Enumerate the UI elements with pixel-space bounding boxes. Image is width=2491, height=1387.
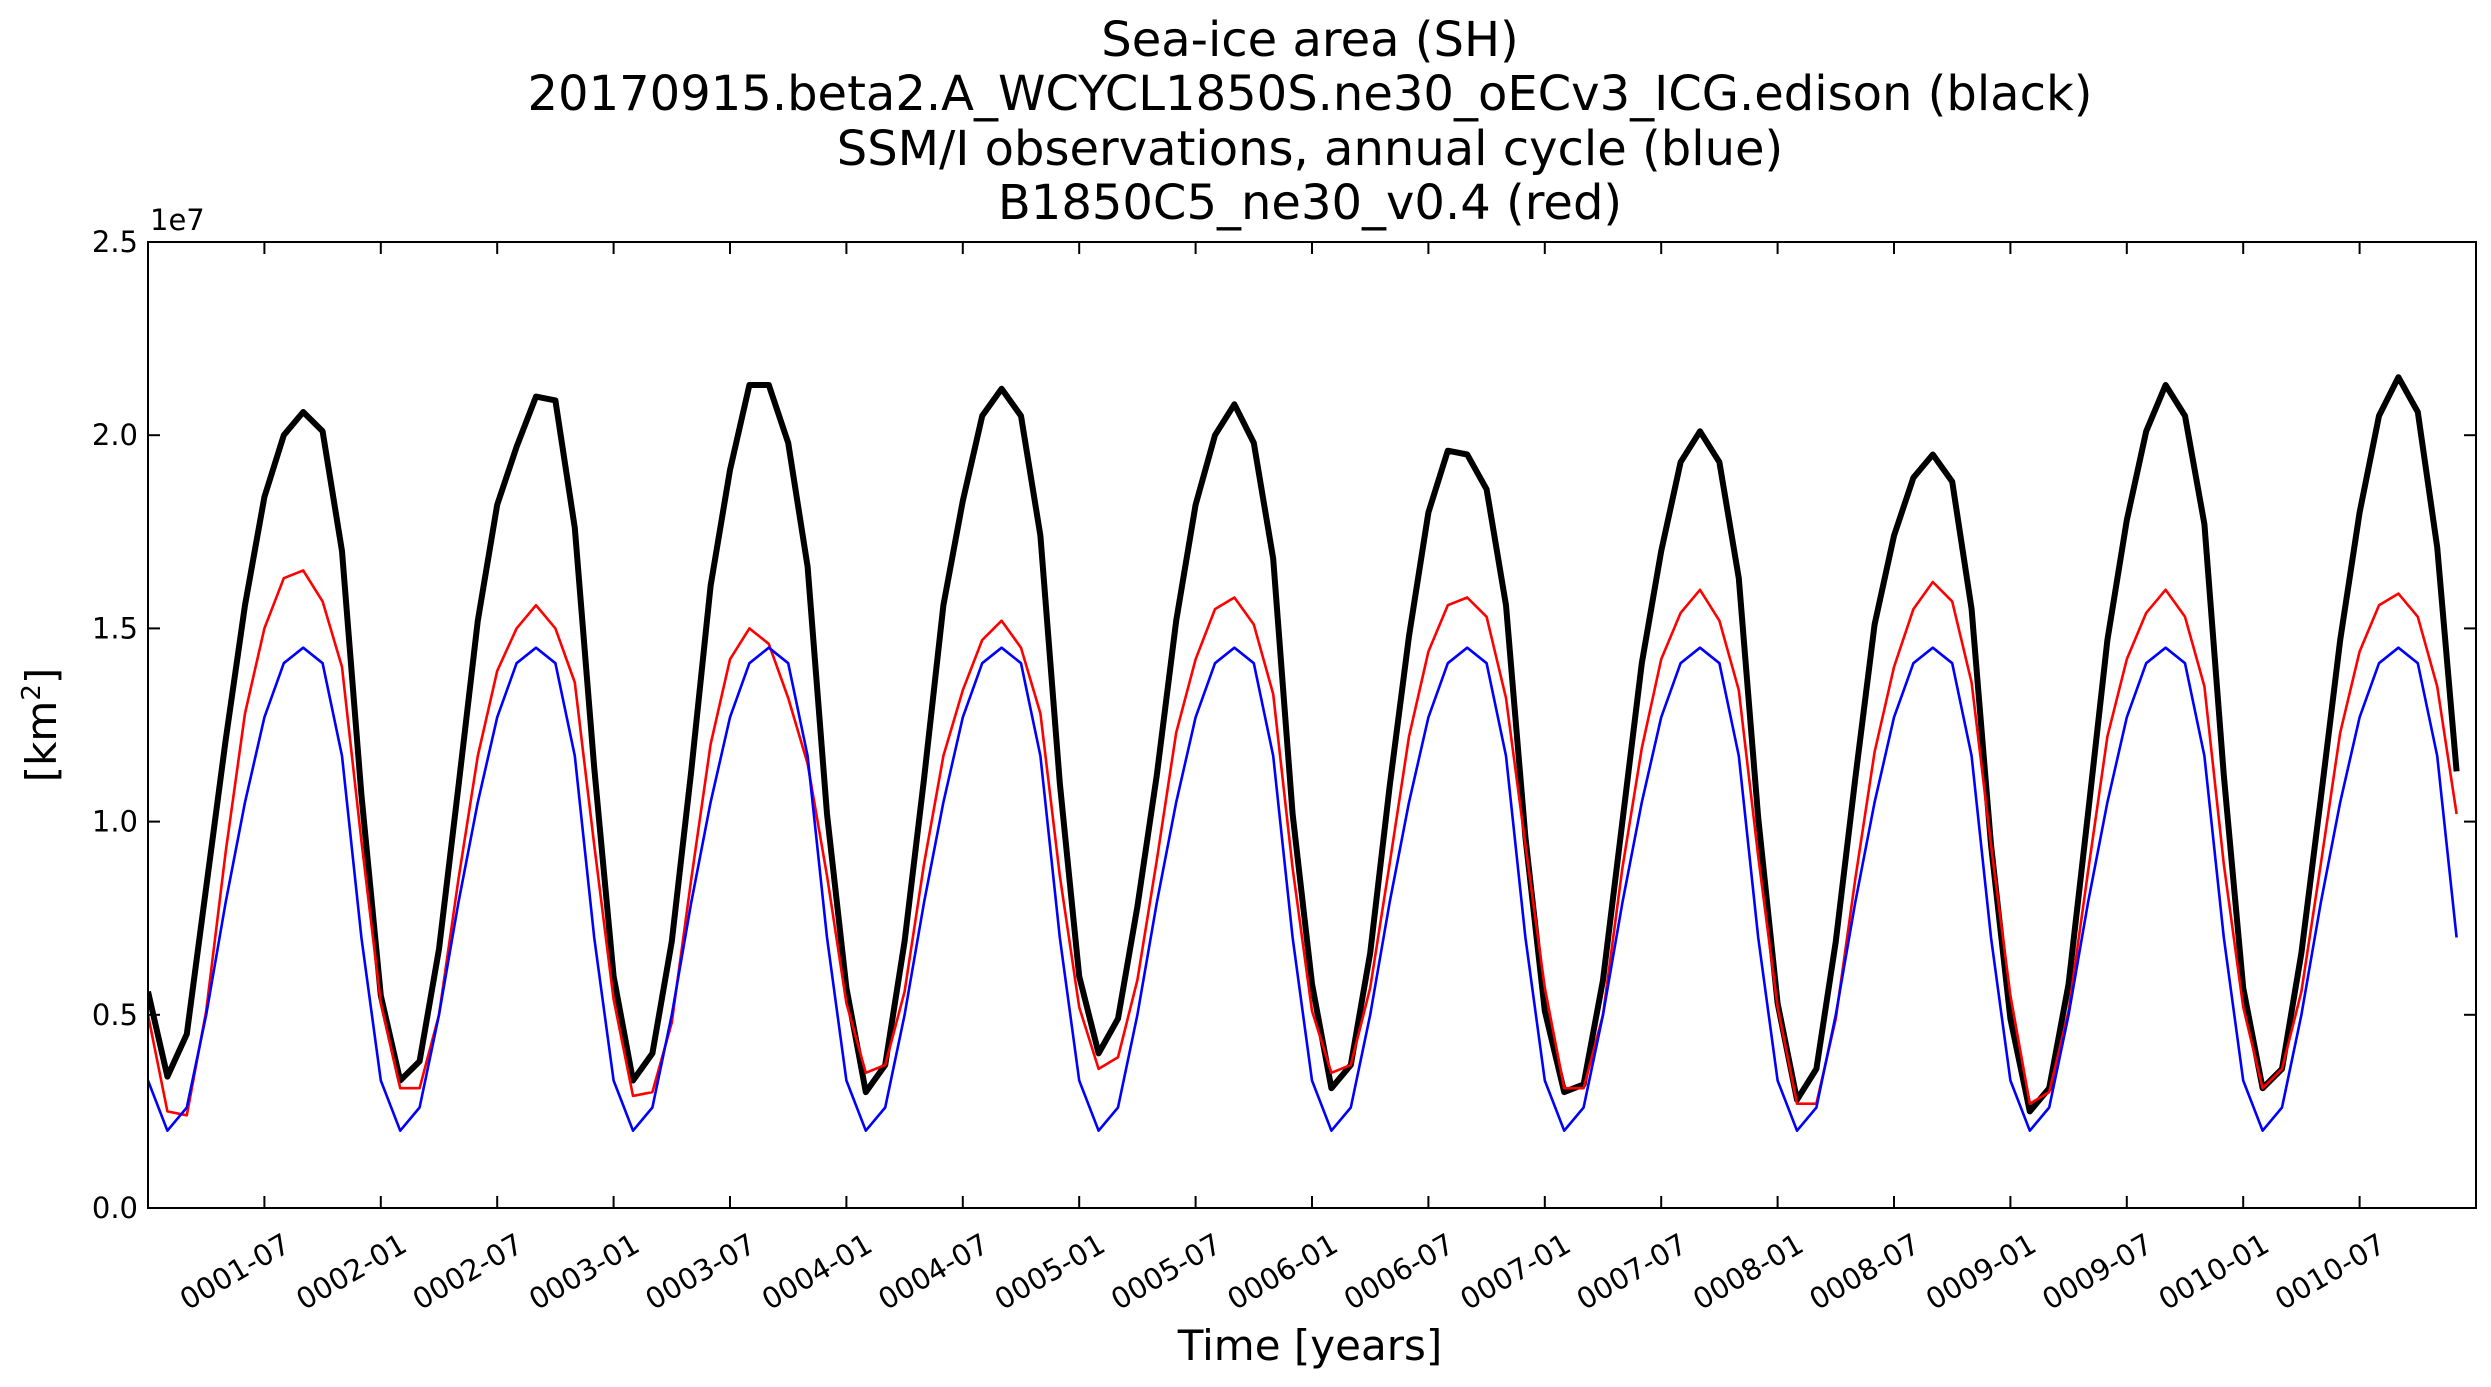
x-tick-label: 0009-07 [2036, 1227, 2158, 1317]
y-tick-label: 2.0 [92, 418, 138, 452]
y-axis-label-main: [km [17, 701, 66, 783]
y-axis-ticks: 0.0 0.5 1.0 1.5 2.0 2.5 [92, 225, 2476, 1225]
x-tick-label: 0006-01 [1222, 1227, 1344, 1317]
series-line-3 [148, 646, 2458, 1132]
x-tick-label: 0004-07 [872, 1227, 994, 1317]
x-tick-label: 0008-01 [1687, 1227, 1809, 1317]
x-axis-label: Time [years] [1177, 1321, 1443, 1370]
x-tick-label: 0002-01 [290, 1227, 412, 1317]
x-tick-label: 0007-01 [1454, 1227, 1576, 1317]
x-tick-label: 0003-01 [523, 1227, 645, 1317]
series-line-2 [148, 569, 2458, 1117]
y-offset-label: 1e7 [150, 203, 205, 237]
y-tick-label: 1.5 [92, 611, 138, 645]
x-tick-label: 0010-01 [2153, 1227, 2275, 1317]
y-tick-label: 0.0 [92, 1191, 138, 1225]
x-tick-label: 0001-07 [174, 1227, 296, 1317]
y-axis-label-superscript: 2 [17, 684, 47, 701]
chart-title-line-3: SSM/I observations, annual cycle (blue) [837, 121, 1784, 177]
x-tick-label: 0002-07 [407, 1227, 529, 1317]
x-tick-label: 0005-07 [1105, 1227, 1227, 1317]
chart-title: Sea-ice area (SH) 20170915.beta2.A_WCYCL… [528, 12, 2093, 231]
x-tick-label: 0006-07 [1338, 1227, 1460, 1317]
y-axis-label: [km2] [17, 668, 66, 783]
y-tick-label: 1.0 [92, 805, 138, 839]
x-tick-label: 0008-07 [1804, 1227, 1926, 1317]
x-tick-label: 0003-07 [640, 1227, 762, 1317]
chart-title-line-2: 20170915.beta2.A_WCYCL1850S.ne30_oECv3_I… [528, 66, 2093, 122]
series-line-1 [148, 374, 2460, 1115]
x-tick-label: 0004-01 [756, 1227, 878, 1317]
x-tick-label: 0007-07 [1571, 1227, 1693, 1317]
x-tick-label: 0010-07 [2269, 1227, 2391, 1317]
y-tick-label: 0.5 [92, 998, 138, 1032]
y-axis-label-end: ] [17, 668, 66, 684]
x-tick-label: 0005-01 [989, 1227, 1111, 1317]
x-tick-label: 0009-01 [1920, 1227, 2042, 1317]
y-tick-label: 2.5 [92, 225, 138, 259]
chart-title-line-4: B1850C5_ne30_v0.4 (red) [998, 175, 1622, 231]
plot-frame [147, 241, 2477, 1209]
series-lines [148, 374, 2460, 1132]
chart-title-line-1: Sea-ice area (SH) [1101, 12, 1519, 68]
